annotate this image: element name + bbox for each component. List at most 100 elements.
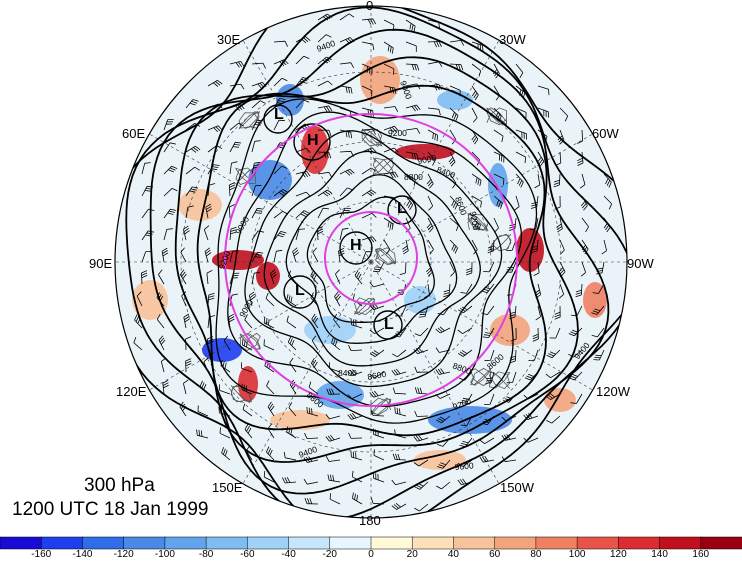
wind-barb [383,63,395,75]
wind-barb [492,63,500,79]
wind-barb [251,251,264,263]
anomaly-patch [132,280,168,320]
wind-barb [405,151,419,160]
wind-barb [460,283,473,294]
wind-barb [460,393,473,404]
wind-barb [414,387,429,395]
coastline [353,297,376,316]
wind-barb [286,315,297,329]
wind-barb [221,447,231,461]
wind-barb [414,410,429,417]
wind-barb [427,41,442,48]
meridian-line [242,40,372,263]
anomaly-patch [256,262,280,290]
wind-barb [229,161,238,175]
coastline [230,384,252,404]
contour-label: 8800 [404,172,423,182]
colorbar-tick-label: -80 [198,549,214,560]
wind-barb [273,98,286,109]
contour-label: 8400 [338,368,357,378]
wind-barb [509,305,517,319]
wind-barb [443,283,451,298]
wind-barb [304,497,319,505]
coastline [361,128,383,147]
wind-barb [244,314,253,329]
closed-contour [283,275,317,309]
coastline [238,111,260,130]
wind-barb [317,189,333,197]
wind-barb [219,384,231,395]
wind-barb [317,171,333,178]
wind-barb [331,337,341,351]
wind-barb [141,162,151,175]
wind-barb [471,41,484,52]
wind-barb [206,269,213,285]
wind-barb [405,104,421,112]
coastline [374,247,397,266]
wind-barb [347,369,363,376]
wind-barb [180,247,187,263]
height-contour [285,174,458,344]
wind-barb [471,129,479,145]
wind-barb [558,283,565,299]
height-contour [115,6,627,518]
lon-label-60w: 60W [592,126,619,141]
wind-barb [479,455,495,463]
colorbar-swatch [659,536,702,550]
wind-barb [273,59,289,67]
wind-barb [448,151,456,167]
wind-barb [339,37,355,44]
wind-barb [591,305,605,315]
wind-barb [383,147,399,153]
wind-barb [577,129,583,144]
lon-label-30e: 30E [217,32,241,47]
wind-barb [530,195,539,209]
coastline [370,397,392,416]
wind-barb [289,357,297,373]
wind-barb [465,261,473,276]
wind-barb [394,407,407,417]
wind-barb [317,80,333,87]
wind-barb [361,128,376,135]
wind-barb [303,478,319,485]
wind-barb [413,434,429,442]
wind-barb [361,236,377,244]
wind-barb [592,283,605,294]
anomaly-patch [178,189,222,221]
wind-barb [426,217,434,233]
colorbar-tick-label: 80 [530,549,542,560]
wind-barb [251,207,264,219]
wind-barb [207,292,215,307]
wind-barb [325,413,341,420]
colorbar-tick-label: -100 [154,549,175,560]
wind-barb [427,151,436,166]
wind-barb [487,239,495,254]
wind-barb [505,261,517,273]
wind-barb [361,189,377,197]
wind-barb [383,125,399,133]
wind-barb [524,371,539,381]
colorbar-swatch [535,536,578,550]
wind-barb [317,226,324,241]
wind-barb [391,502,407,510]
wind-barb [273,189,289,197]
pressure-center-high: H [350,237,362,254]
wind-barb [372,428,385,439]
wind-barb [251,140,261,153]
closed-contour [263,104,293,134]
wind-barb [228,182,236,197]
wind-barb [295,99,310,109]
wind-barb [493,151,505,163]
wind-barb [133,336,143,351]
lon-label-30w: 30W [499,32,526,47]
wind-barb [264,359,275,373]
wind-barb [435,326,451,334]
lon-label-120w: 120W [596,384,630,399]
wind-barb [581,217,589,233]
wind-barb [317,129,332,137]
wind-barb [179,269,187,285]
wind-barb [535,305,541,321]
contour-label: 8600 [367,369,388,382]
wind-barb [493,107,502,122]
wind-barb [575,283,583,298]
